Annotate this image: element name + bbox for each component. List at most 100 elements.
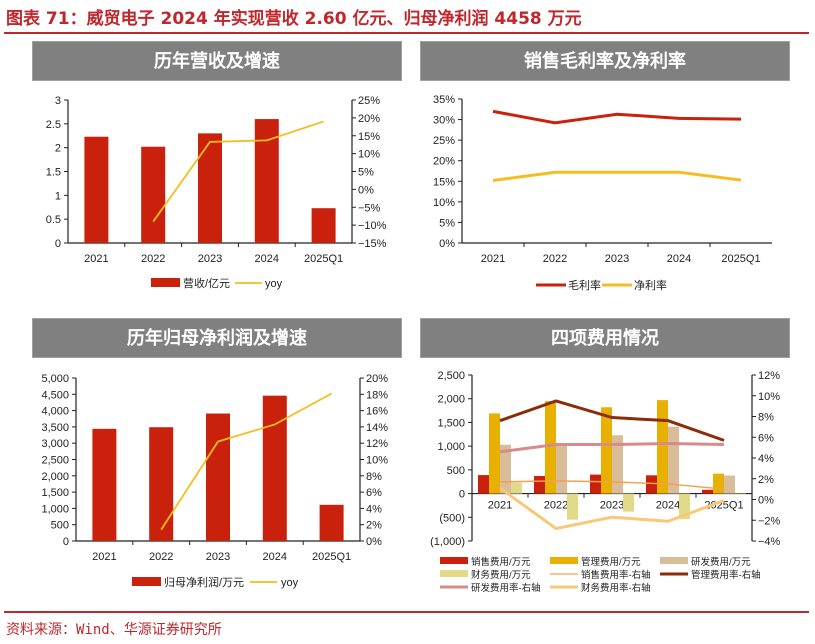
legend-label: 销售费用率-右轴: [581, 569, 651, 581]
y2-tick-label: 0%: [358, 184, 374, 196]
y2-tick-label: −4%: [758, 536, 781, 548]
x-tick-label: 2023: [600, 500, 624, 512]
y-tick-label: 0: [55, 238, 61, 250]
y2-tick-label: 10%: [358, 149, 380, 161]
y2-tick-label: 2%: [366, 520, 382, 532]
y2-tick-label: 0%: [758, 495, 774, 507]
margin-line: [492, 170, 742, 182]
expense-bar: [679, 493, 690, 520]
y2-tick-label: 20%: [366, 373, 388, 385]
legend-swatch-profit: [132, 577, 161, 586]
y2-tick-label: 12%: [758, 370, 780, 382]
net-profit-bar: [319, 504, 344, 541]
net-profit-chart: 0 500 1,000 1,500 2,000 2,500 3,000 3,500 4,000 4…: [41, 373, 388, 589]
y-tick-label: 3: [55, 95, 61, 107]
x-tick-label: 2021: [481, 253, 505, 265]
expense-bar: [612, 435, 623, 494]
net-profit-bar: [149, 427, 174, 541]
figure-title: 图表 71：威贸电子 2024 年实现营收 2.60 亿元、归母净利润 4458…: [6, 9, 582, 29]
y2-tick-label: 4%: [758, 453, 774, 465]
expense-bar: [500, 444, 511, 494]
x-tick-label: 2023: [206, 551, 230, 563]
source-note: 资料来源：Wind、华源证券研究所: [6, 622, 222, 638]
y-tick-label: 10%: [433, 197, 455, 209]
revenue-bar: [311, 208, 336, 243]
expense-rate-line: [499, 399, 725, 442]
expense-bar: [601, 407, 612, 494]
y2-tick-label: 18%: [366, 389, 388, 401]
legend-label: yoy: [265, 278, 283, 290]
y-tick-label: 5,000: [41, 373, 69, 385]
x-tick-label: 2021: [92, 551, 116, 563]
y-tick-label: 1,000: [437, 441, 465, 453]
expense-bar: [735, 493, 746, 495]
x-tick-label: 2022: [544, 500, 568, 512]
expenses-chart: (1,000) (500) 0 500 1,000 1,500 2,000 2,500 −4% −…: [430, 370, 781, 594]
y2-tick-label: 14%: [366, 422, 388, 434]
legend-label: 管理费用率-右轴: [691, 569, 761, 581]
expense-bar: [511, 482, 522, 494]
y2-tick-label: 16%: [366, 406, 388, 418]
y-tick-label: 0: [63, 536, 69, 548]
y2-tick-label: 8%: [758, 412, 774, 424]
legend-swatch: [440, 557, 468, 564]
y2-tick-label: 10%: [366, 455, 388, 467]
expense-bar: [556, 443, 567, 494]
panel-1-header: 历年营收及增速: [32, 41, 402, 81]
y-tick-label: 4,000: [41, 406, 69, 418]
legend-label: 归母净利润/万元: [164, 575, 244, 589]
y2-tick-label: 6%: [758, 432, 774, 444]
x-tick-label: 2022: [149, 551, 173, 563]
margin-chart: 0% 5% 10% 15% 20% 25% 30% 35% 2021 2022 2023 2024 20…: [433, 94, 772, 292]
revenue-bar: [84, 136, 109, 243]
yoy-line: [152, 120, 324, 223]
y-tick-label: 3,500: [41, 422, 69, 434]
footer-rule: [4, 611, 809, 613]
y-tick-label: 1.5: [46, 167, 61, 179]
x-tick-label: 2023: [605, 253, 629, 265]
legend-swatch: [660, 557, 688, 564]
y2-tick-label: 20%: [358, 113, 380, 125]
y-tick-label: 500: [447, 465, 465, 477]
y2-tick-label: 6%: [366, 487, 382, 499]
y2-tick-label: 10%: [758, 391, 780, 403]
expense-bar: [567, 493, 578, 520]
expense-bar: [489, 413, 500, 494]
y2-tick-label: −2%: [758, 515, 781, 527]
y2-tick-label: 0%: [366, 536, 382, 548]
y2-tick-label: 12%: [366, 438, 388, 450]
y-tick-label: 2,000: [437, 394, 465, 406]
legend-label: 财务费用/万元: [471, 569, 531, 581]
y-tick-label: 0%: [439, 238, 455, 250]
y2-tick-label: 8%: [366, 471, 382, 483]
expense-bar: [724, 475, 735, 494]
y-tick-label: 5%: [439, 217, 455, 229]
y-tick-label: 2.5: [46, 119, 61, 131]
legend-swatch: [550, 557, 578, 564]
y-tick-label: (500): [439, 512, 465, 524]
yoy-line: [160, 392, 333, 531]
y2-tick-label: 2%: [758, 474, 774, 486]
legend-label: 管理费用/万元: [581, 556, 641, 568]
y-tick-label: 500: [51, 520, 69, 532]
revenue-bar: [141, 146, 166, 243]
panel-2-header: 销售毛利率及净利率: [420, 41, 790, 81]
y-tick-label: 2: [55, 143, 61, 155]
y-tick-label: 3,000: [41, 438, 69, 450]
y2-tick-label: −10%: [358, 220, 387, 232]
expense-bar: [590, 474, 601, 494]
expense-bar: [657, 400, 668, 494]
y-tick-label: 35%: [433, 94, 455, 106]
expense-bar: [623, 493, 634, 512]
net-profit-bar: [92, 428, 117, 541]
y2-tick-label: 5%: [358, 167, 374, 179]
margin-line: [492, 109, 742, 125]
y-tick-label: 1: [55, 190, 61, 202]
y2-tick-label: 25%: [358, 95, 380, 107]
x-tick-label: 2024: [255, 253, 279, 265]
y-tick-label: 15%: [433, 176, 455, 188]
y-tick-label: 20%: [433, 156, 455, 168]
y-tick-label: 30%: [433, 115, 455, 127]
net-profit-bar: [206, 413, 230, 541]
legend-label: 研发费用率-右轴: [471, 582, 541, 594]
